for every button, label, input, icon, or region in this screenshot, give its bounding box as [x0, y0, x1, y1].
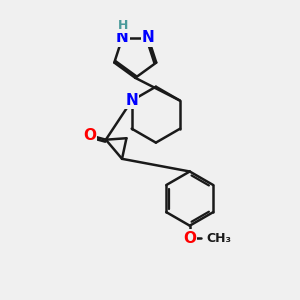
Text: N: N — [125, 93, 138, 108]
Text: CH₃: CH₃ — [206, 232, 231, 244]
Text: O: O — [83, 128, 96, 143]
Text: O: O — [183, 230, 196, 245]
Text: N: N — [142, 30, 155, 45]
Text: H: H — [118, 19, 128, 32]
Text: N: N — [116, 30, 129, 45]
